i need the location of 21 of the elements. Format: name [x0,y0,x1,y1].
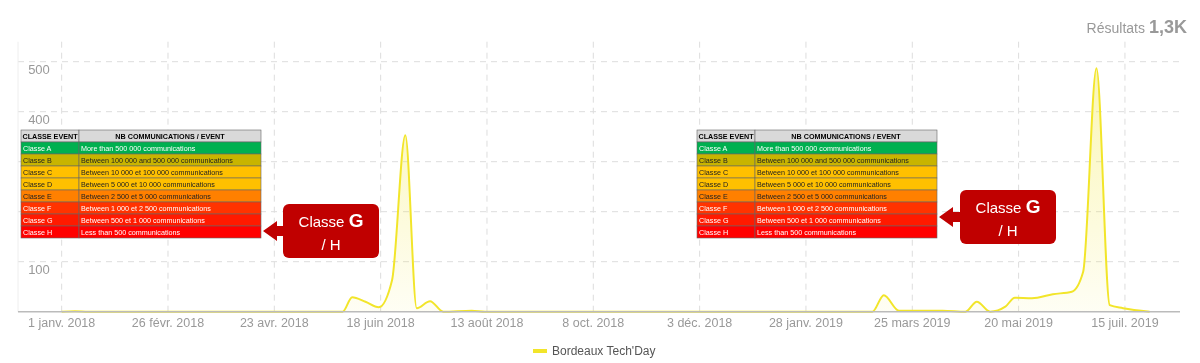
text: Résultats [1086,20,1145,36]
annotation: / H [321,236,341,253]
x-tick-label: 3 déc. 2018 [666,316,733,330]
x-tick-label: 1 janv. 2018 [28,316,96,330]
y-tick-label: 100 [28,261,50,277]
annotation: Classe G [975,196,1041,217]
x-tick-label: 15 juil. 2019 [1091,316,1159,330]
text: 1,3K [1148,17,1187,37]
y-tick-label: 500 [28,61,50,77]
x-tick-label: 18 juin 2018 [346,316,415,330]
x-tick-label: 8 oct. 2018 [562,316,625,330]
annotation: Classe G [298,210,364,231]
x-tick-label: 13 août 2018 [450,316,524,330]
x-tick-label: 23 avr. 2018 [239,316,309,330]
x-tick-label: 28 janv. 2019 [768,316,844,330]
x-tick-label: 20 mai 2019 [984,316,1054,330]
y-tick-label: 400 [28,111,50,127]
legend-label: Bordeaux Tech'Day [552,344,656,358]
annotation: / H [998,222,1018,239]
x-tick-label: 26 févr. 2018 [131,316,205,330]
x-tick-label: 25 mars 2019 [874,316,951,330]
